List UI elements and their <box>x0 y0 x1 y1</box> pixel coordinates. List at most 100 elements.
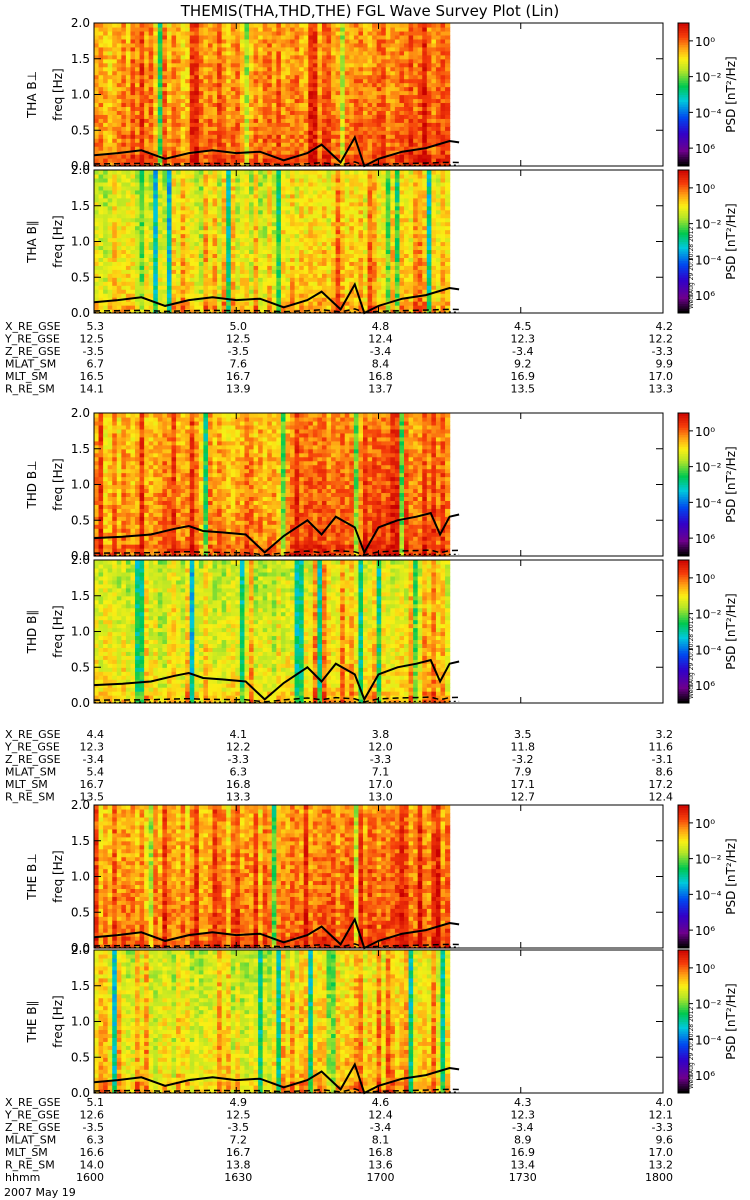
dashed-line <box>93 696 460 703</box>
ephemeris-value: 12.7 <box>511 791 536 804</box>
ephemeris-value: 16.8 <box>226 778 251 791</box>
ephemeris-value: 12.0 <box>368 741 393 754</box>
colorbar: 10⁶ 10⁻⁴ 10⁻² 10⁰ PSD [nT²/Hz] <box>677 412 738 557</box>
ephemeris-value: 4.6 <box>372 1096 390 1109</box>
ephemeris-value: -3.1 <box>652 753 673 766</box>
ephemeris-value: 5.4 <box>87 766 105 779</box>
ephemeris-value: 13.0 <box>368 791 393 804</box>
ephemeris-row-label: Z_RE_GSE <box>5 753 61 766</box>
ephemeris-value: -3.5 <box>83 1121 104 1134</box>
panel-ylabel: THD B∥ <box>25 610 39 655</box>
colorbar-tick-label: 10⁰ <box>695 962 715 976</box>
ephemeris-value: 12.4 <box>368 333 393 346</box>
ephemeris-value: 8.9 <box>514 1134 532 1147</box>
ephemeris-row-label: Y_RE_GSE <box>4 741 60 754</box>
ephemeris-value: 4.8 <box>372 320 390 333</box>
ephemeris-value: 12.5 <box>226 333 251 346</box>
ephemeris-row-label: hhmm <box>5 1171 40 1184</box>
ephemeris-value: 17.2 <box>649 778 674 791</box>
ephemeris-value: -3.5 <box>228 345 249 358</box>
ephemeris-value: 6.7 <box>87 358 105 371</box>
ephemeris-value: 9.6 <box>656 1134 674 1147</box>
ephemeris-value: 17.0 <box>649 370 674 383</box>
colorbar-tick-label: 10⁰ <box>695 425 715 439</box>
ephemeris-tables: X_RE_GSE 5.3 5.0 4.8 4.5 4.2 Y_RE_GSE 12.5 12.5 1… <box>4 320 673 1184</box>
ephemeris-value: 1630 <box>224 1171 252 1184</box>
ephemeris-value: -3.3 <box>228 753 249 766</box>
colorbar-tick-label: 10⁻⁴ <box>695 253 722 267</box>
y-tick-label: 1.0 <box>71 88 90 102</box>
ephemeris-value: 16.8 <box>368 370 393 383</box>
y-tick-label: 1.5 <box>71 589 90 603</box>
panel-ylabel: THE B∥ <box>25 1001 39 1044</box>
panel-freq-label: freq [Hz] <box>51 215 65 267</box>
colorbar-tick-label: 10⁻² <box>695 608 722 622</box>
ephemeris-value: 12.4 <box>649 791 674 804</box>
y-tick-label: 2.0 <box>71 16 90 30</box>
spectrogram-cells <box>94 950 451 1094</box>
ephemeris-value: 4.9 <box>230 1096 248 1109</box>
ephemeris-value: 11.8 <box>511 741 536 754</box>
ephemeris-value: 12.5 <box>226 1109 251 1122</box>
dashed-line <box>93 549 460 556</box>
ephemeris-value: 16.9 <box>511 370 536 383</box>
ephemeris-value: 1800 <box>645 1171 673 1184</box>
ephemeris-row-label: X_RE_GSE <box>5 1096 61 1109</box>
ephemeris-value: 16.7 <box>80 778 105 791</box>
ephemeris-row-label: MLT_SM <box>5 778 48 791</box>
panel-the-bperp: 0.0 0.5 1.0 1.5 2.0 THE B⊥ freq [Hz] 10⁶ 10⁻⁴ 10⁻… <box>25 798 738 955</box>
colorbar-tick-label: 10⁶ <box>695 532 715 546</box>
colorbar-tick-label: 10⁶ <box>695 289 715 303</box>
y-tick-label: 1.0 <box>71 478 90 492</box>
colorbar-tick-label: 10⁻⁴ <box>695 496 722 510</box>
ephemeris-value: 13.5 <box>80 791 105 804</box>
colorbar: 10⁶ 10⁻⁴ 10⁻² 10⁰ PSD [nT²/Hz] Wed Aug 29 20:… <box>677 169 738 314</box>
panel-freq-label: freq [Hz] <box>51 850 65 902</box>
gyrofrequency-line <box>93 511 460 555</box>
panel-freq-label: freq [Hz] <box>51 458 65 510</box>
figure-title: THEMIS(THA,THD,THE) FGL Wave Survey Plot… <box>180 2 559 20</box>
panel-thd-bpar: 0.0 0.5 1.0 1.5 2.0 THD B∥ freq [Hz] 10⁶ 10⁻⁴ 10⁻… <box>25 553 738 710</box>
y-tick-label: 0.0 <box>71 159 90 173</box>
y-tick-label: 0.0 <box>71 941 90 955</box>
ephemeris-row-label: MLAT_SM <box>5 1134 56 1147</box>
ephemeris-row-label: R_RE_SM <box>5 791 55 804</box>
ephemeris-value: 7.2 <box>230 1134 248 1147</box>
ephemeris-value: -3.5 <box>228 1121 249 1134</box>
colorbar-label: PSD [nT²/Hz] <box>724 983 738 1059</box>
gyrofrequency-line <box>93 281 460 315</box>
ephemeris-value: 9.9 <box>656 358 674 371</box>
dotted-line <box>93 700 460 704</box>
ephemeris-value: 12.2 <box>649 333 674 346</box>
ephemeris-row-label: Y_RE_GSE <box>4 333 60 346</box>
timestamp-stamp: Wed Aug 29 20:30:28 2012 <box>688 1007 695 1089</box>
panel-tha-bperp: 0.0 0.5 1.0 1.5 2.0 THA B⊥ freq [Hz] 10⁶ 10⁻⁴ 10⁻… <box>25 16 738 173</box>
ephemeris-value: -3.5 <box>83 345 104 358</box>
y-tick-label: 2.0 <box>71 943 90 957</box>
panel-ylabel: THD B⊥ <box>25 460 39 509</box>
ephemeris-value: 12.3 <box>511 333 536 346</box>
y-tick-label: 1.5 <box>71 442 90 456</box>
y-tick-label: 2.0 <box>71 406 90 420</box>
colorbar-frame <box>677 949 690 1094</box>
y-tick-label: 1.0 <box>71 1015 90 1029</box>
ephemeris-value: 12.4 <box>368 1109 393 1122</box>
ephemeris-row-label: R_RE_SM <box>5 383 55 396</box>
ephemeris-tha: X_RE_GSE 5.3 5.0 4.8 4.5 4.2 Y_RE_GSE 12.5 12.5 1… <box>4 320 673 396</box>
ephemeris-row-label: R_RE_SM <box>5 1159 55 1172</box>
panel-tha-bpar: 0.0 0.5 1.0 1.5 2.0 THA B∥ freq [Hz] 10⁶ 10⁻⁴ 10⁻… <box>25 163 738 320</box>
y-tick-label: 0.5 <box>71 905 90 919</box>
y-tick-label: 0.0 <box>71 1086 90 1100</box>
colorbar-tick-label: 10⁶ <box>695 1069 715 1083</box>
ephemeris-the: X_RE_GSE 5.1 4.9 4.6 4.3 4.0 Y_RE_GSE 12.6 12.5 1… <box>4 1096 673 1184</box>
y-tick-label: 1.5 <box>71 199 90 213</box>
spectrogram-cells <box>94 23 451 167</box>
ephemeris-row-label: Z_RE_GSE <box>5 1121 61 1134</box>
ephemeris-row-label: MLT_SM <box>5 370 48 383</box>
colorbar: 10⁶ 10⁻⁴ 10⁻² 10⁰ PSD [nT²/Hz] <box>677 804 738 949</box>
panel-thd-bperp: 0.0 0.5 1.0 1.5 2.0 THD B⊥ freq [Hz] 10⁶ 10⁻⁴ 10⁻… <box>25 406 738 563</box>
colorbar-tick-label: 10⁶ <box>695 924 715 938</box>
y-tick-label: 0.0 <box>71 696 90 710</box>
y-tick-label: 2.0 <box>71 163 90 177</box>
